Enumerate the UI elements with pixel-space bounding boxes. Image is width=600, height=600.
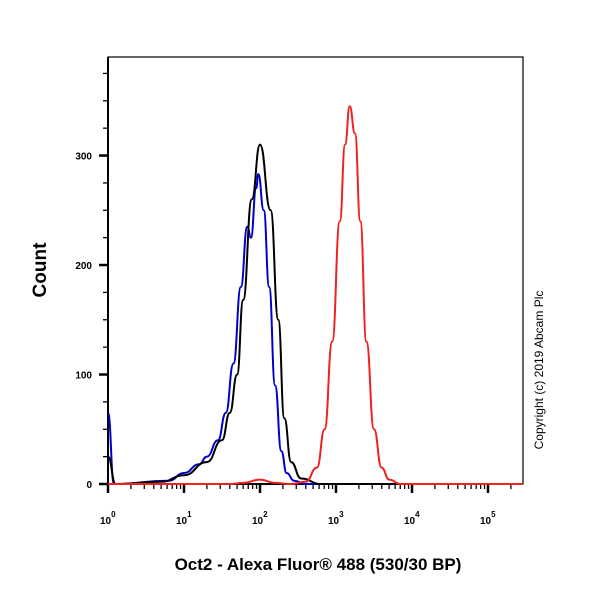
y-tick-label: 100 <box>75 371 92 382</box>
x-tick-exponent: 4 <box>415 510 420 519</box>
x-tick-exponent: 5 <box>491 510 496 519</box>
copyright-annotation: Copyright (c) 2019 Abcam Plc <box>532 291 546 450</box>
x-tick-label: 101 <box>176 510 192 527</box>
y-tick-label: 200 <box>75 261 92 272</box>
x-tick-label: 102 <box>252 510 268 527</box>
y-axis: 0 100 200 300 <box>75 57 109 492</box>
x-tick-exponent: 0 <box>111 510 116 519</box>
x-tick-base: 10 <box>176 516 188 527</box>
x-tick-label: 103 <box>328 510 344 527</box>
plot-frame <box>107 56 524 485</box>
x-tick-base: 10 <box>480 516 492 527</box>
x-tick-base: 10 <box>404 516 416 527</box>
x-axis-label: Oct2 - Alexa Fluor® 488 (530/30 BP) <box>175 555 462 574</box>
x-tick-label: 105 <box>480 510 496 527</box>
x-tick-exponent: 1 <box>187 510 192 519</box>
series-line-2 <box>107 143 523 486</box>
x-tick-base: 10 <box>328 516 340 527</box>
y-tick-label: 300 <box>75 152 92 163</box>
y-axis-label: Count <box>30 242 51 298</box>
x-tick-base: 10 <box>252 516 264 527</box>
x-tick-exponent: 2 <box>263 510 268 519</box>
x-tick-label: 100 <box>100 510 116 527</box>
series-line-1 <box>107 173 523 486</box>
x-tick-label: 104 <box>404 510 420 527</box>
y-tick-label: 0 <box>86 480 92 491</box>
series-group <box>107 105 523 486</box>
x-tick-base: 10 <box>100 516 112 527</box>
series-line-3 <box>107 105 523 486</box>
x-tick-exponent: 3 <box>339 510 344 519</box>
